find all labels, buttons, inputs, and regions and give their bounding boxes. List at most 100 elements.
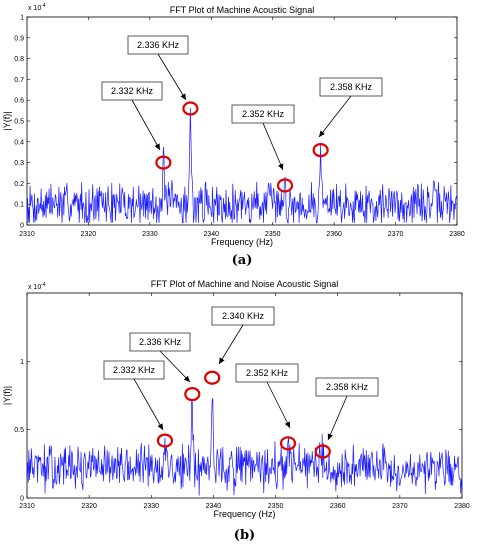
y-tick-label: 0	[20, 496, 24, 503]
peak-marker	[312, 143, 329, 158]
annotation-box	[319, 77, 383, 97]
annotation: 2.332 KHz	[101, 81, 163, 151]
y-axis-label: |Y(f)|	[2, 386, 12, 405]
y-tick-label: 0.5	[14, 119, 24, 126]
peak-marker	[279, 436, 297, 451]
peak-marker	[184, 387, 201, 402]
x-tick-label: 2340	[203, 231, 219, 238]
y-axis-label: |Y(f)|	[2, 111, 12, 130]
annotation-box	[101, 81, 163, 101]
arrow-head	[278, 163, 284, 170]
arrow-head	[157, 423, 163, 430]
annotation-label: 2.332 KHz	[111, 86, 154, 96]
arrow-head	[319, 130, 325, 137]
exponent-power: -4	[41, 282, 46, 288]
arrow-head	[183, 375, 190, 382]
plot-area	[26, 292, 463, 499]
x-tick-label: 2360	[330, 503, 346, 510]
x-tick-label: 2330	[143, 503, 159, 510]
exponent-power: -4	[41, 3, 46, 9]
x-tick-label: 2380	[454, 503, 470, 510]
chart-caption: (a)	[232, 253, 253, 268]
annotation: 2.358 KHz	[318, 77, 383, 138]
x-tick-label: 2310	[19, 231, 35, 238]
annotation-arrow	[318, 95, 352, 138]
exponent-base: x 10	[28, 5, 41, 12]
exponent-label: x 10-4	[28, 3, 46, 12]
annotation-box	[103, 360, 165, 380]
x-tick-label: 2370	[392, 503, 408, 510]
annotation-box	[235, 363, 299, 383]
caption-text: (b)	[234, 528, 255, 543]
annotation-box	[315, 377, 379, 397]
annotation-box	[127, 35, 189, 55]
chart-caption: (b)	[234, 528, 255, 543]
peak-marker	[276, 178, 294, 193]
y-tick-label: 0	[20, 223, 24, 230]
chart-a: FFT Plot of Machine Acoustic Signal x 10-…	[2, 3, 465, 268]
annotation-arrow	[157, 53, 187, 101]
annotation-label: 2.352 KHz	[242, 109, 285, 119]
peak-marker	[314, 444, 331, 459]
arrow-head	[180, 93, 186, 100]
x-tick-label: 2370	[388, 231, 404, 238]
annotation-arrow	[133, 378, 164, 431]
arrow-head	[154, 143, 160, 150]
annotation: 2.340 KHz	[211, 306, 275, 365]
annotation-label: 2.340 KHz	[222, 311, 265, 321]
annotation-box	[129, 332, 191, 352]
annotation-arrow	[218, 324, 244, 365]
caption-text: (a)	[232, 253, 253, 268]
annotation-arrow	[266, 381, 291, 429]
annotation-label: 2.336 KHz	[137, 40, 180, 50]
annotation-arrow	[262, 122, 284, 171]
chart-title: FFT Plot of Machine Acoustic Signal	[170, 5, 314, 15]
x-tick-label: 2350	[268, 503, 284, 510]
annotation-label: 2.358 KHz	[330, 82, 373, 92]
arrow-head	[219, 357, 225, 364]
annotation-arrow	[327, 395, 348, 441]
annotation-arrow	[159, 350, 191, 383]
x-tick-label: 2330	[142, 231, 158, 238]
x-tick-label: 2320	[81, 503, 97, 510]
y-tick-label: 0.3	[14, 160, 24, 167]
annotation-label: 2.332 KHz	[113, 365, 156, 375]
chart-b: FFT Plot of Machine and Noise Acoustic S…	[2, 279, 470, 543]
exponent-label: x 10-4	[28, 282, 46, 291]
annotation-box	[231, 104, 295, 124]
peak-marker	[155, 155, 172, 170]
y-tick-label: 0.7	[14, 77, 24, 84]
x-tick-label: 2310	[19, 503, 35, 510]
y-tick-label: 0.6	[14, 98, 24, 105]
y-tick-label: 1	[20, 15, 24, 22]
y-tick-label: 0.1	[14, 202, 24, 209]
signal-line	[26, 398, 463, 496]
y-tick-label: 0.2	[14, 181, 24, 188]
annotation: 2.358 KHz	[315, 377, 379, 441]
annotation-label: 2.352 KHz	[246, 368, 289, 378]
signal-line	[26, 107, 458, 224]
y-tick-label: 0.5	[14, 427, 24, 434]
x-axis-label: Frequency (Hz)	[213, 509, 275, 519]
peak-marker	[204, 370, 221, 385]
y-tick-label: 0.4	[14, 139, 24, 146]
x-tick-label: 2360	[326, 231, 342, 238]
y-tick-label: 0.8	[14, 56, 24, 63]
y-tick-label: 1	[20, 359, 24, 366]
annotation: 2.352 KHz	[235, 363, 299, 429]
annotation: 2.332 KHz	[103, 360, 165, 431]
annotation: 2.336 KHz	[129, 332, 191, 383]
x-axis-label: Frequency (Hz)	[211, 237, 273, 247]
annotation-arrow	[131, 99, 161, 151]
y-tick-label: 0.9	[14, 35, 24, 42]
annotation: 2.336 KHz	[127, 35, 189, 101]
annotation: 2.352 KHz	[231, 104, 295, 171]
annotation-box	[211, 306, 275, 326]
peak-marker	[182, 101, 199, 116]
arrow-head	[327, 433, 333, 440]
x-tick-label: 2350	[265, 231, 281, 238]
arrow-head	[284, 421, 290, 428]
x-tick-label: 2380	[449, 231, 465, 238]
annotation-label: 2.336 KHz	[139, 337, 182, 347]
